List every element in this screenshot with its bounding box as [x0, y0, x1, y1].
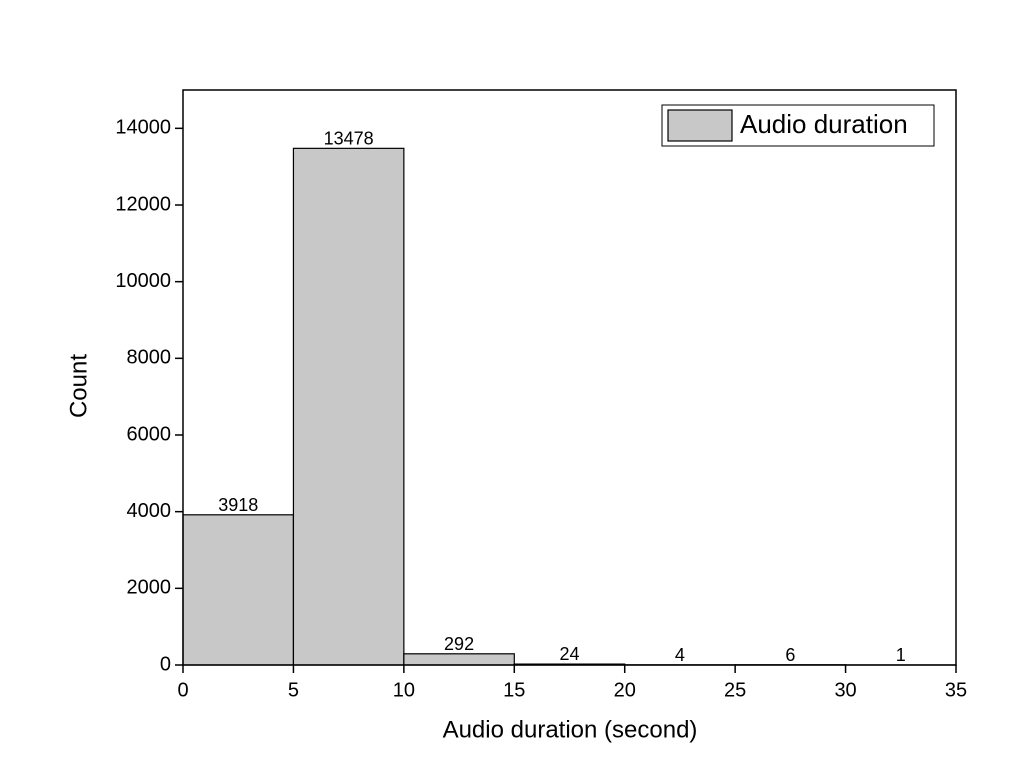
y-tick-label: 4000: [127, 500, 172, 522]
value-label: 1: [896, 645, 906, 665]
x-tick-label: 20: [614, 679, 636, 701]
bar: [182, 514, 295, 666]
x-tick-label: 5: [288, 679, 299, 701]
x-tick-label: 15: [503, 679, 525, 701]
value-label: 13478: [324, 128, 374, 148]
y-tick-label: 0: [160, 653, 171, 675]
y-tick-label: 14000: [115, 117, 171, 139]
bar: [403, 653, 515, 666]
y-tick-label: 10000: [115, 270, 171, 292]
x-tick-label: 35: [945, 679, 967, 701]
value-label: 292: [444, 634, 474, 654]
value-label: 3918: [218, 495, 258, 515]
y-axis-title: Count: [65, 354, 92, 418]
x-tick-label: 0: [177, 679, 188, 701]
plot-frame: [182, 89, 957, 666]
x-tick-label: 25: [724, 679, 746, 701]
x-axis-title: Audio duration (second): [443, 716, 698, 743]
y-tick-label: 8000: [127, 347, 172, 369]
legend-label: Audio duration: [740, 109, 908, 139]
legend-swatch: [667, 109, 733, 142]
x-tick-label: 10: [393, 679, 415, 701]
y-tick-label: 6000: [127, 423, 172, 445]
x-tick-label: 30: [834, 679, 856, 701]
y-tick-label: 12000: [115, 193, 171, 215]
value-label: 6: [785, 645, 795, 665]
value-label: 4: [675, 645, 685, 665]
y-tick-label: 2000: [127, 577, 172, 599]
bar: [292, 147, 405, 666]
value-label: 24: [559, 644, 579, 664]
